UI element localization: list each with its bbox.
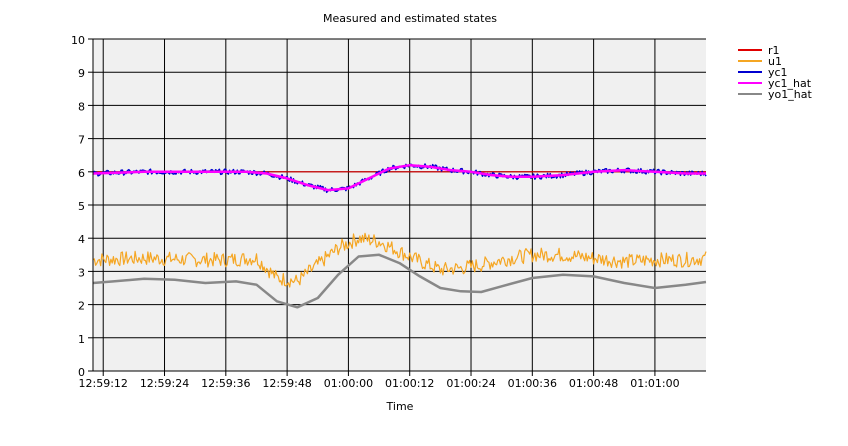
x-tick-label: 12:59:36 bbox=[201, 377, 250, 390]
grid bbox=[93, 38, 706, 372]
legend-label-yo1_hat: yo1_hat bbox=[768, 88, 812, 101]
x-tick-label: 01:01:00 bbox=[630, 377, 679, 390]
series-line-yo1_hat bbox=[92, 253, 707, 309]
axes: 0 1 2 3 4 5 6 7 8 9 10 12:59:12 12:59:24 12:59:36 12:5… bbox=[71, 34, 706, 390]
y-tick-label: 1 bbox=[78, 333, 85, 346]
y-tick-label: 6 bbox=[78, 167, 85, 180]
x-tick-label: 01:00:12 bbox=[385, 377, 434, 390]
y-tick-label: 0 bbox=[78, 366, 85, 379]
x-axis-label: Time bbox=[386, 400, 414, 413]
y-tick-label: 5 bbox=[78, 200, 85, 213]
y-tick-label: 10 bbox=[71, 34, 85, 47]
y-tick-label: 7 bbox=[78, 134, 85, 147]
series-line-u1 bbox=[92, 232, 707, 288]
legend-label-yc1_hat: yc1_hat bbox=[768, 77, 812, 90]
y-tick-label: 9 bbox=[78, 67, 85, 80]
y-tick-label: 2 bbox=[78, 300, 85, 313]
legend-label-r1: r1 bbox=[768, 44, 780, 57]
x-tick-label: 12:59:12 bbox=[79, 377, 128, 390]
x-tick-label: 01:00:24 bbox=[446, 377, 495, 390]
series-line-yc1_hat bbox=[92, 163, 706, 192]
y-tick-label: 3 bbox=[78, 266, 85, 279]
series-layer bbox=[92, 163, 707, 309]
x-tick-label: 01:00:48 bbox=[569, 377, 618, 390]
x-tick-label: 12:59:24 bbox=[140, 377, 189, 390]
x-tick-label: 01:00:00 bbox=[324, 377, 373, 390]
legend-label-yc1: yc1 bbox=[768, 66, 788, 79]
x-tick-label: 01:00:36 bbox=[508, 377, 557, 390]
chart-title: Measured and estimated states bbox=[323, 12, 497, 25]
x-tick-label: 12:59:48 bbox=[262, 377, 311, 390]
legend-label-u1: u1 bbox=[768, 55, 782, 68]
y-tick-label: 4 bbox=[78, 233, 85, 246]
y-tick-label: 8 bbox=[78, 100, 85, 113]
